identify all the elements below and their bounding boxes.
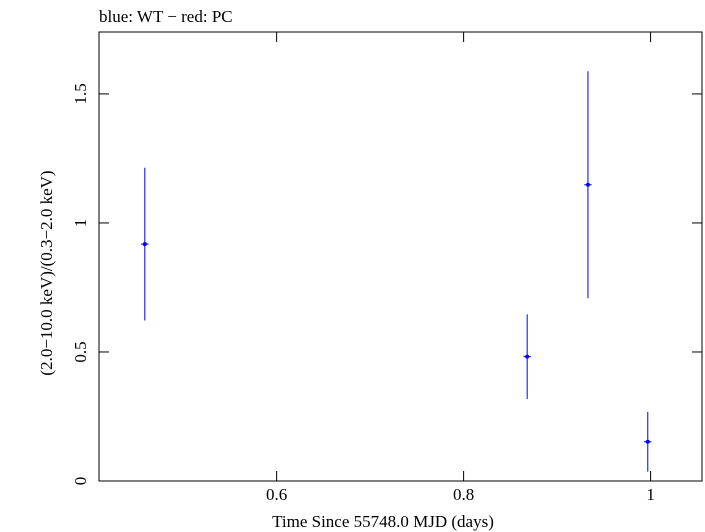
- y-tick-label: 0: [71, 477, 90, 486]
- series-layer: [141, 71, 652, 472]
- x-axis-label: Time Since 55748.0 MJD (days): [272, 512, 494, 531]
- data-point: [525, 354, 530, 359]
- data-point: [645, 439, 650, 444]
- y-tick-label: 0.5: [71, 341, 90, 362]
- y-axis: 0 0.5 1 1.5: [71, 83, 702, 485]
- x-tick-label: 0.6: [266, 485, 287, 504]
- y-tick-label: 1: [71, 219, 90, 228]
- y-tick-label: 1.5: [71, 83, 90, 104]
- data-point: [142, 242, 147, 247]
- x-axis: 0.6 0.8 1: [266, 32, 655, 504]
- chart-title: blue: WT − red: PC: [99, 7, 233, 26]
- x-tick-label: 1: [646, 485, 655, 504]
- y-axis-label: (2.0−10.0 keV)/(0.3−2.0 keV): [37, 170, 56, 375]
- data-point: [585, 182, 590, 187]
- plot-frame: [98, 31, 703, 482]
- x-tick-label: 0.8: [453, 485, 474, 504]
